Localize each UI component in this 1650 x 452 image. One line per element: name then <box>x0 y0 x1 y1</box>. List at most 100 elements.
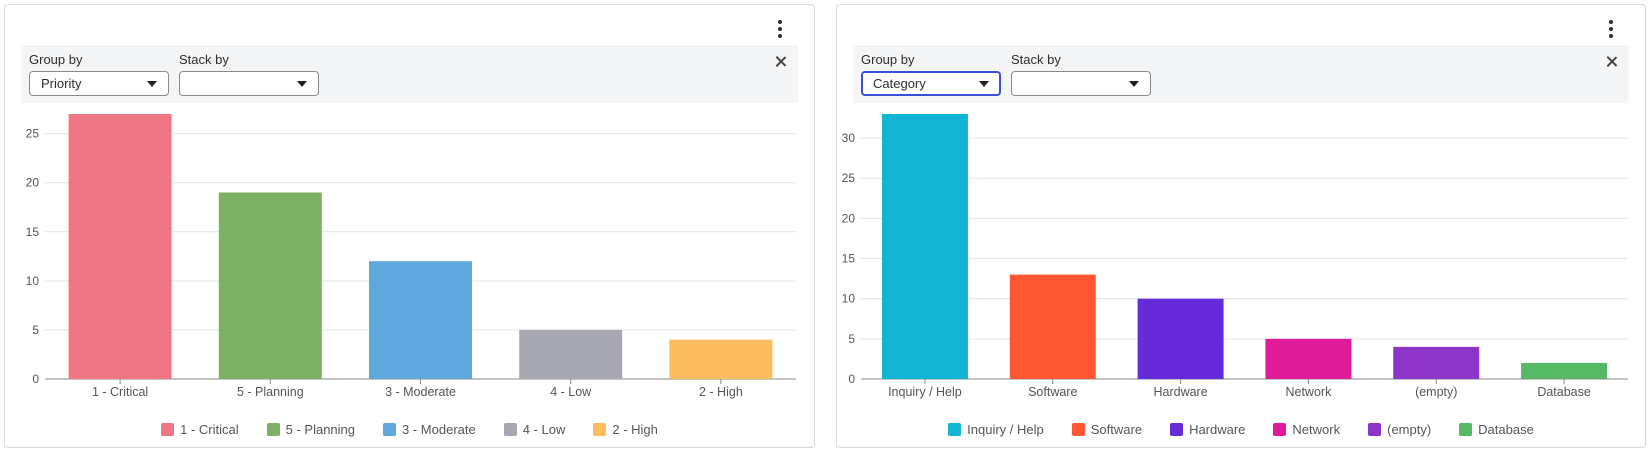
stack-by-field: Stack by <box>1011 52 1151 96</box>
priority-chart-card: Group by Priority Stack by 0 5 10 15 20 25 1 -… <box>4 4 815 448</box>
x-tick-label: 3 - Moderate <box>385 385 456 399</box>
legend-swatch <box>266 422 280 436</box>
legend-swatch <box>383 422 397 436</box>
y-tick-label: 15 <box>26 225 40 239</box>
x-tick-label: Database <box>1537 385 1591 399</box>
legend-label: Inquiry / Help <box>967 421 1044 437</box>
more-dot-icon <box>1609 34 1613 38</box>
group-by-field: Group by Category <box>861 52 1001 96</box>
legend-label: 4 - Low <box>522 421 566 437</box>
more-dot-icon <box>1609 20 1613 24</box>
legend-item[interactable]: 3 - Moderate <box>383 420 476 438</box>
bar <box>1521 362 1608 379</box>
y-tick-label: 25 <box>26 127 40 141</box>
caret-down-icon <box>147 81 157 87</box>
y-tick-label: 0 <box>32 372 39 386</box>
legend-swatch <box>161 422 175 436</box>
x-tick-label: Software <box>1028 385 1077 399</box>
bar <box>1265 338 1352 379</box>
legend-item[interactable]: 5 - Planning <box>266 420 356 438</box>
group-by-field: Group by Priority <box>29 52 169 96</box>
x-tick-label: 4 - Low <box>550 385 592 399</box>
legend-swatch <box>1170 422 1184 436</box>
legend-item[interactable]: 1 - Critical <box>161 420 239 438</box>
y-tick-label: 20 <box>842 211 856 225</box>
legend-swatch <box>948 422 962 436</box>
x-tick-label: (empty) <box>1415 385 1457 399</box>
group-by-value: Priority <box>41 76 82 91</box>
bar <box>218 192 322 379</box>
x-tick-label: 5 - Planning <box>237 385 304 399</box>
legend-label: 1 - Critical <box>180 421 239 437</box>
caret-down-icon <box>1129 81 1139 87</box>
legend-label: Database <box>1478 421 1534 437</box>
group-by-label: Group by <box>29 52 83 67</box>
caret-down-icon <box>297 81 307 87</box>
more-dot-icon <box>1609 27 1613 31</box>
bar <box>68 114 172 379</box>
bar <box>519 329 623 379</box>
y-tick-label: 15 <box>842 252 856 266</box>
more-dot-icon <box>778 20 782 24</box>
more-options-button[interactable] <box>772 19 788 39</box>
legend-label: Hardware <box>1189 421 1246 437</box>
bar <box>669 339 773 379</box>
stack-by-select[interactable] <box>1011 71 1151 96</box>
filter-bar: Group by Priority Stack by <box>21 45 798 103</box>
y-tick-label: 5 <box>848 332 855 346</box>
group-by-select[interactable]: Priority <box>29 71 169 96</box>
x-tick-label: 2 - High <box>699 385 743 399</box>
caret-down-icon <box>979 81 989 87</box>
stack-by-label: Stack by <box>1011 52 1061 67</box>
legend-swatch <box>593 422 607 436</box>
filter-bar: Group by Category Stack by <box>853 45 1629 103</box>
legend-label: Network <box>1292 421 1341 437</box>
y-tick-label: 30 <box>842 131 856 145</box>
bar <box>1009 274 1096 379</box>
legend-item[interactable]: (empty) <box>1368 420 1431 438</box>
stack-by-label: Stack by <box>179 52 229 67</box>
group-by-value: Category <box>873 76 926 91</box>
bar <box>881 114 968 379</box>
more-dot-icon <box>778 27 782 31</box>
chart-legend: 1 - Critical 5 - Planning 3 - Moderate 4 - … <box>5 420 814 438</box>
legend-swatch <box>1273 422 1287 436</box>
group-by-label: Group by <box>861 52 915 67</box>
stack-by-field: Stack by <box>179 52 319 96</box>
y-tick-label: 0 <box>848 372 855 386</box>
stack-by-select[interactable] <box>179 71 319 96</box>
chart-legend: Inquiry / Help Software Hardware Network (em… <box>837 420 1645 438</box>
legend-item[interactable]: Database <box>1459 420 1534 438</box>
x-tick-label: Inquiry / Help <box>888 385 962 399</box>
bar <box>369 261 472 379</box>
legend-item[interactable]: 2 - High <box>593 420 658 438</box>
legend-swatch <box>503 422 517 436</box>
y-tick-label: 25 <box>842 171 856 185</box>
y-tick-label: 10 <box>26 274 40 288</box>
category-bar-chart: 0 5 10 15 20 25 30 Inquiry / Help Software Hardwa… <box>842 114 1628 399</box>
legend-label: Software <box>1090 421 1143 437</box>
legend-swatch <box>1459 422 1473 436</box>
x-tick-label: Network <box>1285 385 1332 399</box>
legend-label: (empty) <box>1387 421 1432 437</box>
legend-item[interactable]: Network <box>1273 420 1340 438</box>
more-dot-icon <box>778 34 782 38</box>
legend-label: 2 - High <box>612 421 658 437</box>
y-tick-label: 20 <box>26 176 40 190</box>
legend-label: 3 - Moderate <box>402 421 476 437</box>
x-tick-label: Hardware <box>1153 385 1207 399</box>
group-by-select[interactable]: Category <box>861 71 1001 96</box>
legend-item[interactable]: 4 - Low <box>503 420 566 438</box>
bar <box>1137 298 1224 379</box>
category-chart-card: Group by Category Stack by 0 5 10 15 20 25 30 I… <box>836 4 1646 448</box>
bar <box>1393 346 1480 379</box>
legend-item[interactable]: Inquiry / Help <box>948 420 1044 438</box>
more-options-button[interactable] <box>1603 19 1619 39</box>
legend-swatch <box>1071 422 1085 436</box>
x-tick-label: 1 - Critical <box>92 385 148 399</box>
y-tick-label: 10 <box>842 292 856 306</box>
legend-item[interactable]: Hardware <box>1170 420 1245 438</box>
legend-item[interactable]: Software <box>1071 420 1143 438</box>
legend-swatch <box>1368 422 1382 436</box>
legend-label: 5 - Planning <box>285 421 356 437</box>
